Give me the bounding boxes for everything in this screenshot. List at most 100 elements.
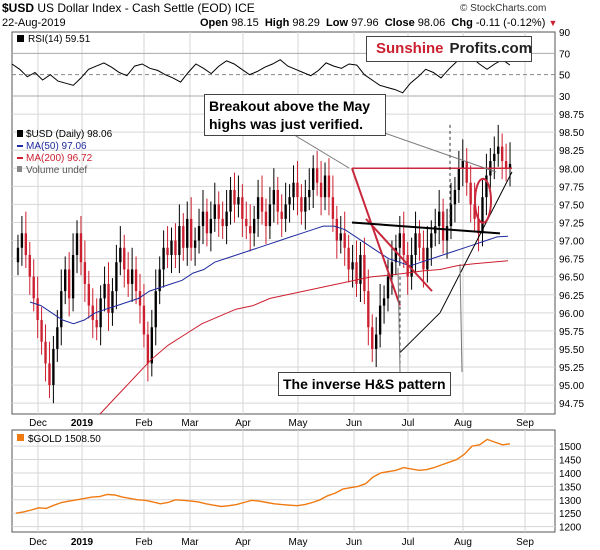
chg-value: -0.11 (-0.12%): [475, 17, 546, 29]
neckline: [351, 221, 501, 235]
candle-body: [375, 334, 378, 349]
support-line-1: [399, 312, 441, 353]
legend-ma50: MA(50) 97.06: [26, 141, 87, 152]
candle-body: [441, 211, 445, 241]
candle-body: [473, 204, 476, 219]
open-value: 98.15: [231, 17, 259, 29]
price-x-tick-label: May: [289, 418, 308, 429]
breakout-line-1: Breakout above the May: [209, 98, 371, 114]
chg-label: Chg: [451, 17, 473, 29]
candle-body: [186, 218, 189, 248]
candle-body: [453, 189, 457, 205]
rsi-tick-label: 30: [559, 92, 571, 103]
candle-body: [119, 247, 122, 263]
candle-body: [280, 211, 283, 219]
gold-legend-swatch: [17, 434, 24, 441]
sunshine-profits-logo: Sunshine Profits.com: [366, 36, 532, 62]
candle-body: [225, 211, 228, 227]
candle-body: [174, 240, 177, 255]
gold-x-tick-label: Aug: [454, 537, 472, 548]
candle-body: [343, 233, 346, 248]
candle-body: [56, 327, 59, 349]
price-tick-label: 96.25: [559, 291, 584, 302]
price-x-tick-label: Mar: [181, 418, 199, 429]
price-tick-label: 96.75: [559, 255, 584, 266]
candle-body: [497, 146, 500, 154]
candle-body: [292, 182, 295, 198]
legend-usd: $USD (Daily) 98.06: [26, 129, 113, 140]
chart-header: $USD US Dollar Index - Cash Settle (EOD)…: [2, 1, 255, 15]
decline-line-2: [365, 218, 433, 292]
candle-body: [323, 175, 327, 198]
ohlc-row: Open 98.15 High 98.29 Low 97.96 Close 98…: [200, 17, 557, 29]
candle-body: [264, 211, 268, 227]
candle-body: [146, 334, 150, 364]
candle-body: [28, 255, 31, 277]
gold-tick-label: 1200: [559, 523, 582, 534]
legend-volume-swatch: [17, 166, 22, 172]
candle-body: [493, 153, 496, 162]
candle-body: [36, 298, 39, 321]
candle-body: [107, 283, 110, 313]
candle-body: [201, 211, 205, 227]
candle-body: [178, 226, 181, 255]
candle-body: [304, 197, 307, 212]
candle-body: [481, 197, 484, 234]
rsi-tick-label: 70: [559, 49, 571, 60]
gold-x-tick-label: Dec: [29, 537, 47, 548]
breakout-annotation: Breakout above the May highs was just ve…: [204, 94, 386, 136]
candle-body: [276, 189, 279, 212]
candle-body: [288, 197, 291, 205]
candle-body: [260, 197, 264, 212]
candle-body: [79, 233, 83, 263]
candle-body: [437, 211, 441, 227]
support-line-2: [439, 171, 513, 314]
candle-body: [111, 291, 114, 313]
rsi-tick-label: 90: [559, 28, 571, 39]
candle-body: [504, 161, 508, 169]
candle-body: [24, 233, 28, 255]
close-label: Close: [384, 17, 415, 29]
candle-body: [229, 189, 232, 212]
candle-body: [48, 363, 51, 386]
candle-body: [158, 269, 161, 292]
candle-body: [378, 305, 382, 335]
gold-line: [15, 438, 511, 514]
candle-body: [189, 218, 193, 248]
candle-body: [249, 226, 252, 234]
candle-body: [347, 247, 350, 270]
candle-body: [308, 189, 311, 198]
ma200-line: [99, 260, 509, 415]
rsi-title: RSI(14) 59.51: [28, 34, 91, 45]
candle-body: [170, 240, 173, 255]
candle-body: [16, 247, 20, 263]
candle-body: [363, 255, 366, 292]
candle-body: [209, 218, 213, 234]
candle-body: [272, 189, 276, 205]
gold-x-tick-label: 2019: [71, 537, 94, 548]
candle-body: [394, 247, 398, 263]
legend-ma200: MA(200) 96.72: [26, 153, 93, 164]
candle-body: [217, 204, 220, 219]
candle-body: [233, 189, 236, 205]
candle-body: [426, 247, 429, 270]
candle-body: [315, 168, 319, 183]
gold-x-tick-label: Mar: [181, 537, 199, 548]
price-x-tick-label: Jun: [346, 418, 362, 429]
candle-body: [71, 255, 75, 299]
price-tick-label: 97.25: [559, 218, 584, 229]
candle-body: [237, 197, 240, 205]
candle-body: [457, 168, 461, 190]
candle-body: [500, 146, 504, 162]
price-tick-label: 98.00: [559, 164, 584, 175]
candle-body: [83, 262, 87, 284]
candle-body: [60, 291, 63, 328]
usd-panel: [11, 95, 556, 415]
high-label: High: [264, 17, 290, 29]
gold-x-tick-label: Feb: [135, 537, 153, 548]
breakout-leader-1: [285, 129, 350, 169]
price-x-tick-label: Apr: [235, 418, 251, 429]
candle-body: [193, 240, 197, 248]
